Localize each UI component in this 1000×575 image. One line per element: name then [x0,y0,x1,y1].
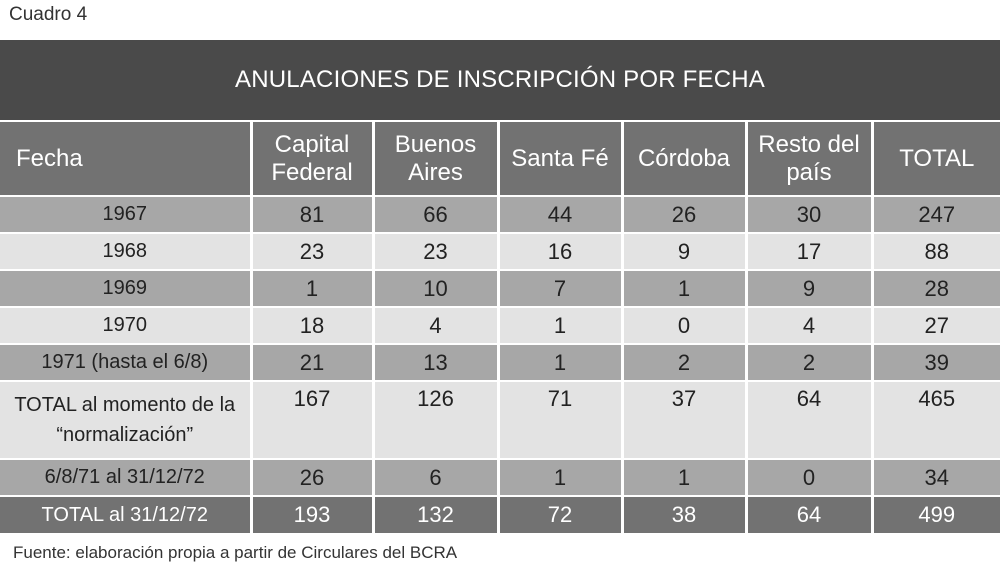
table-row: TOTAL al momento de la “normalización” 1… [0,381,1000,460]
header-text: Federal [271,158,353,186]
row-label-line: TOTAL al momento de la [14,394,236,416]
table-cell: 71 [498,381,624,460]
header-text: Santa Fé [511,144,609,172]
table-row: 1970 18 4 1 0 4 27 [0,307,1000,345]
table-cell: 0 [622,307,748,345]
table-cell: 4 [746,307,874,345]
header-text: Buenos [394,130,477,158]
table-cell: 1 [622,270,748,308]
header-fecha: Fecha [0,121,253,197]
header-buenos-aires: Buenos Aires [373,121,500,197]
table-cell: 18 [251,307,375,345]
table-cell: 38 [622,496,748,535]
table-cell: 2 [746,344,874,382]
table-cell: 30 [746,196,874,234]
data-table-container: ANULACIONES DE INSCRIPCIÓN POR FECHA Fec… [0,40,1000,535]
table-cell: 167 [251,381,375,460]
table-cell: 23 [251,233,375,271]
header-total: TOTAL [872,121,1000,197]
table-cell: 6 [373,459,500,497]
table-cell: 81 [251,196,375,234]
header-resto-del-pais: Resto del país [746,121,874,197]
table-cell: 13 [373,344,500,382]
table-cell: 66 [373,196,500,234]
table-row: 1971 (hasta el 6/8) 21 13 1 2 2 39 [0,344,1000,382]
table-row: 1967 81 66 44 26 30 247 [0,196,1000,234]
row-label: 1968 [0,233,253,271]
table-cell: 88 [872,233,1000,271]
table-cell: 28 [872,270,1000,308]
table-cell: 64 [746,496,874,535]
row-label: 1970 [0,307,253,345]
table-cell: 37 [622,381,748,460]
header-cordoba: Córdoba [622,121,748,197]
table-cell: 16 [498,233,624,271]
header-santa-fe: Santa Fé [498,121,624,197]
header-text: Capital [274,130,350,158]
table-cell: 44 [498,196,624,234]
header-text: Fecha [16,144,83,172]
annulments-table: ANULACIONES DE INSCRIPCIÓN POR FECHA Fec… [0,40,1000,535]
table-cell: 34 [872,459,1000,497]
table-cell: 17 [746,233,874,271]
table-title: ANULACIONES DE INSCRIPCIÓN POR FECHA [0,40,1000,122]
row-label: 6/8/71 al 31/12/72 [0,459,253,497]
row-label: 1967 [0,196,253,234]
row-label: 1971 (hasta el 6/8) [0,344,253,382]
header-text: Resto del [758,130,860,158]
header-text: Córdoba [637,144,731,172]
table-row: 6/8/71 al 31/12/72 26 6 1 1 0 34 [0,459,1000,497]
table-cell: 2 [622,344,748,382]
table-cell: 10 [373,270,500,308]
table-cell: 1 [251,270,375,308]
table-cell: 21 [251,344,375,382]
row-label: TOTAL al 31/12/72 [0,496,253,535]
header-text: TOTAL [899,144,975,172]
row-label-line: “normalización” [56,424,194,446]
table-cell: 23 [373,233,500,271]
table-cell: 465 [872,381,1000,460]
table-cell: 26 [251,459,375,497]
table-cell: 39 [872,344,1000,382]
row-label: TOTAL al momento de la “normalización” [0,381,253,460]
table-cell: 247 [872,196,1000,234]
row-label: 1969 [0,270,253,308]
table-caption: Cuadro 4 [9,4,88,25]
table-cell: 64 [746,381,874,460]
table-cell: 1 [498,344,624,382]
table-cell: 1 [498,459,624,497]
table-cell: 9 [622,233,748,271]
table-cell: 132 [373,496,500,535]
header-text: país [786,158,832,186]
table-cell: 9 [746,270,874,308]
table-cell: 4 [373,307,500,345]
table-cell: 1 [622,459,748,497]
table-cell: 7 [498,270,624,308]
table-cell: 26 [622,196,748,234]
header-capital-federal: Capital Federal [251,121,375,197]
table-row: 1968 23 23 16 9 17 88 [0,233,1000,271]
table-cell: 193 [251,496,375,535]
source-note: Fuente: elaboración propia a partir de C… [13,543,458,562]
table-cell: 27 [872,307,1000,345]
table-cell: 499 [872,496,1000,535]
table-cell: 126 [373,381,500,460]
table-cell: 0 [746,459,874,497]
header-text: Aires [408,158,463,186]
table-row: 1969 1 10 7 1 9 28 [0,270,1000,308]
table-cell: 72 [498,496,624,535]
table-cell: 1 [498,307,624,345]
table-row-total: TOTAL al 31/12/72 193 132 72 38 64 499 [0,496,1000,535]
